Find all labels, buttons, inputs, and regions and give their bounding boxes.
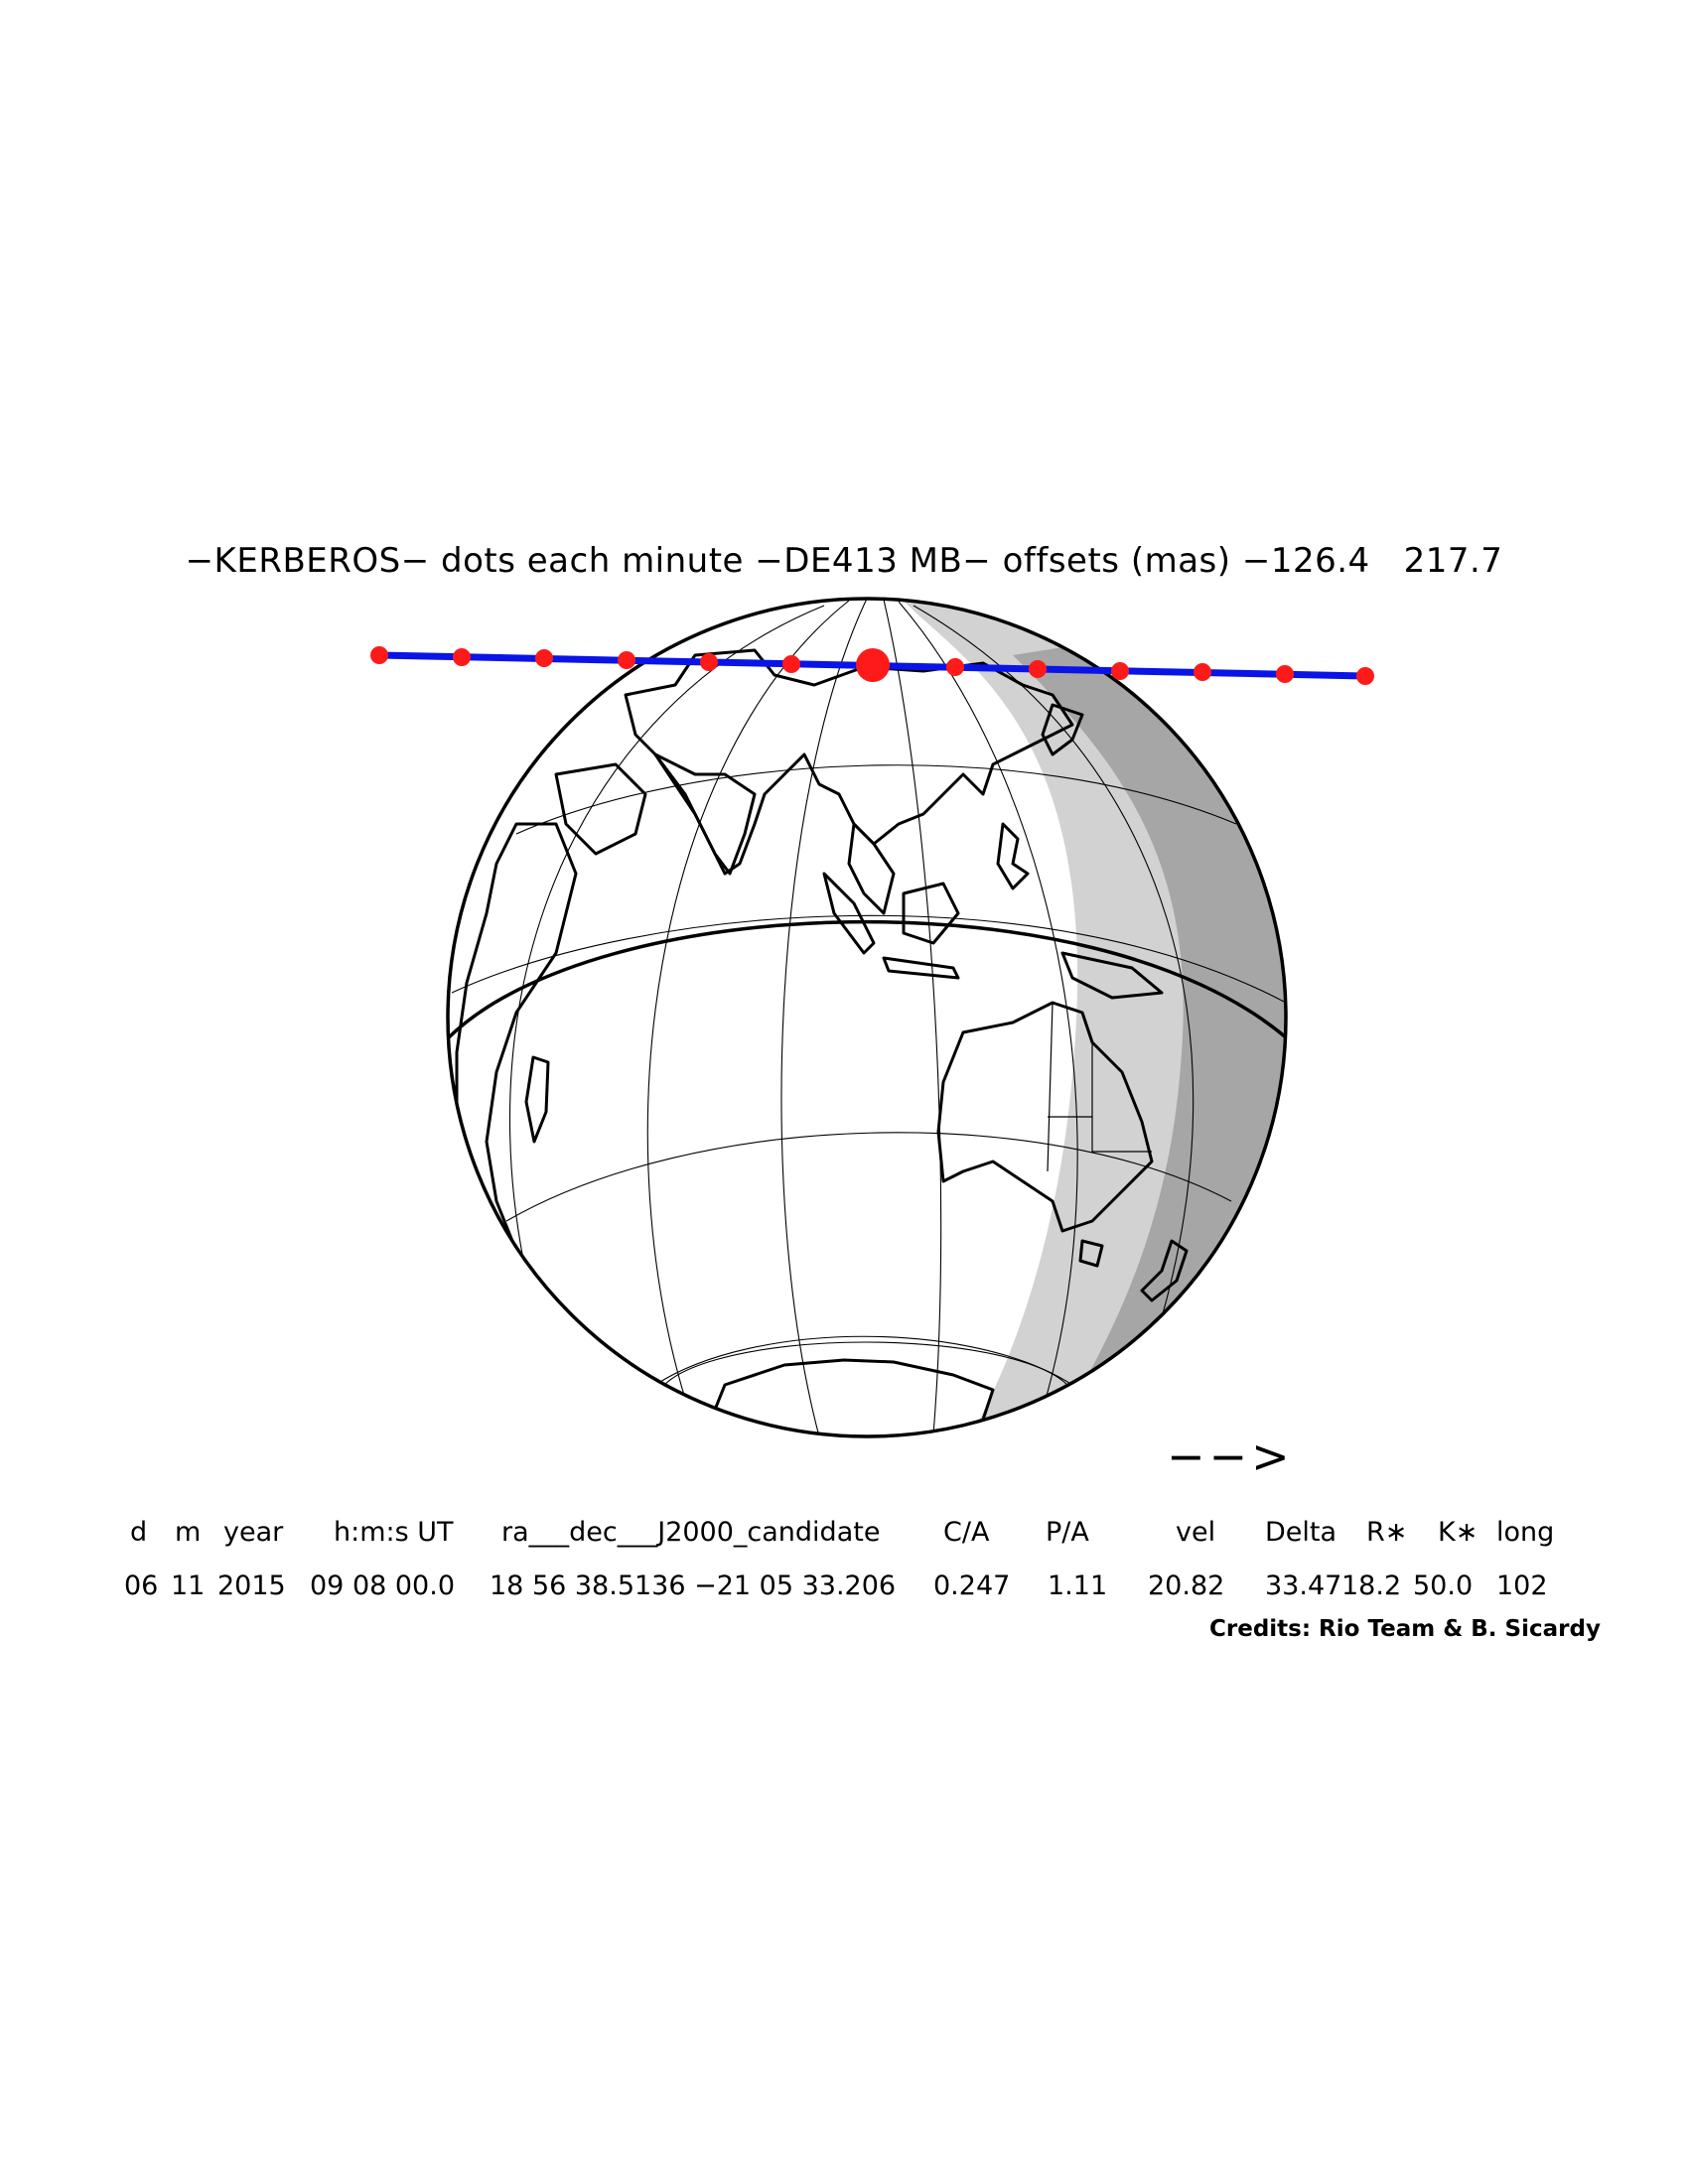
header-ca: C/A xyxy=(943,1517,990,1548)
minute-dot xyxy=(700,653,718,671)
globe-outline xyxy=(446,597,1288,1438)
header-m: m xyxy=(175,1517,202,1548)
central-time-dot xyxy=(856,648,890,682)
credits: Credits: Rio Team & B. Sicardy xyxy=(1209,1616,1601,1642)
minute-dots xyxy=(370,646,1374,685)
header-vel: vel xyxy=(1176,1517,1216,1548)
minute-dot xyxy=(370,646,388,664)
sumatra-outline xyxy=(822,872,876,955)
header-rstar: R∗ xyxy=(1366,1517,1408,1548)
header-long: long xyxy=(1496,1517,1555,1548)
header-pa: P/A xyxy=(1046,1517,1089,1548)
minute-dot xyxy=(453,648,471,666)
minute-dot xyxy=(535,649,553,667)
header-kstar: K∗ xyxy=(1438,1517,1478,1548)
value-delta: 33.47 xyxy=(1265,1570,1342,1601)
value-pa: 1.11 xyxy=(1048,1570,1108,1601)
value-kstar: 50.0 xyxy=(1413,1570,1474,1601)
value-time: 09 08 00.0 xyxy=(310,1570,455,1601)
value-d: 06 xyxy=(124,1570,159,1601)
header-delta: Delta xyxy=(1265,1517,1337,1548)
value-long: 102 xyxy=(1496,1570,1548,1601)
tasmania-outline xyxy=(1078,1239,1104,1268)
new-guinea-outline xyxy=(1060,951,1164,1000)
minute-dot xyxy=(946,658,964,676)
minute-dot xyxy=(1356,667,1374,685)
value-year: 2015 xyxy=(217,1570,286,1601)
header-coords: ra___dec___J2000_candidate xyxy=(501,1517,881,1548)
value-vel: 20.82 xyxy=(1148,1570,1225,1601)
header-d: d xyxy=(130,1517,148,1548)
direction-arrow: −−> xyxy=(1167,1430,1294,1483)
minute-dot xyxy=(1111,662,1129,680)
australia-outline xyxy=(936,1001,1154,1233)
arabia-outline xyxy=(554,762,647,856)
indochina-outline xyxy=(847,822,896,915)
new-zealand-outline xyxy=(1140,1239,1189,1302)
night-region xyxy=(1013,599,1286,1420)
globe-shading xyxy=(448,599,1286,1436)
header-time: h:m:s UT xyxy=(334,1517,454,1548)
philippines-outline xyxy=(996,822,1030,890)
minute-dot xyxy=(1276,665,1294,683)
minute-dot xyxy=(1029,660,1047,678)
madagascar-outline xyxy=(524,1055,550,1144)
state-borders xyxy=(1047,1002,1152,1172)
plot-title: −KERBEROS− dots each minute −DE413 MB− o… xyxy=(185,541,1503,581)
header-year: year xyxy=(223,1517,284,1548)
asia-outline xyxy=(624,648,1074,876)
value-m: 11 xyxy=(171,1570,206,1601)
minute-dot xyxy=(1194,663,1211,681)
minute-dot xyxy=(618,651,635,669)
java-outline xyxy=(882,956,960,980)
graticule xyxy=(451,599,1286,1436)
minute-dot xyxy=(782,655,800,673)
value-ca: 0.247 xyxy=(933,1570,1011,1601)
value-coords: 18 56 38.5136 −21 05 33.206 xyxy=(490,1570,897,1601)
japan-outline xyxy=(1041,703,1084,756)
value-rstar: 18.2 xyxy=(1341,1570,1402,1601)
equator xyxy=(448,919,1286,1039)
india-outline xyxy=(653,752,757,876)
borneo-outline xyxy=(902,882,960,945)
